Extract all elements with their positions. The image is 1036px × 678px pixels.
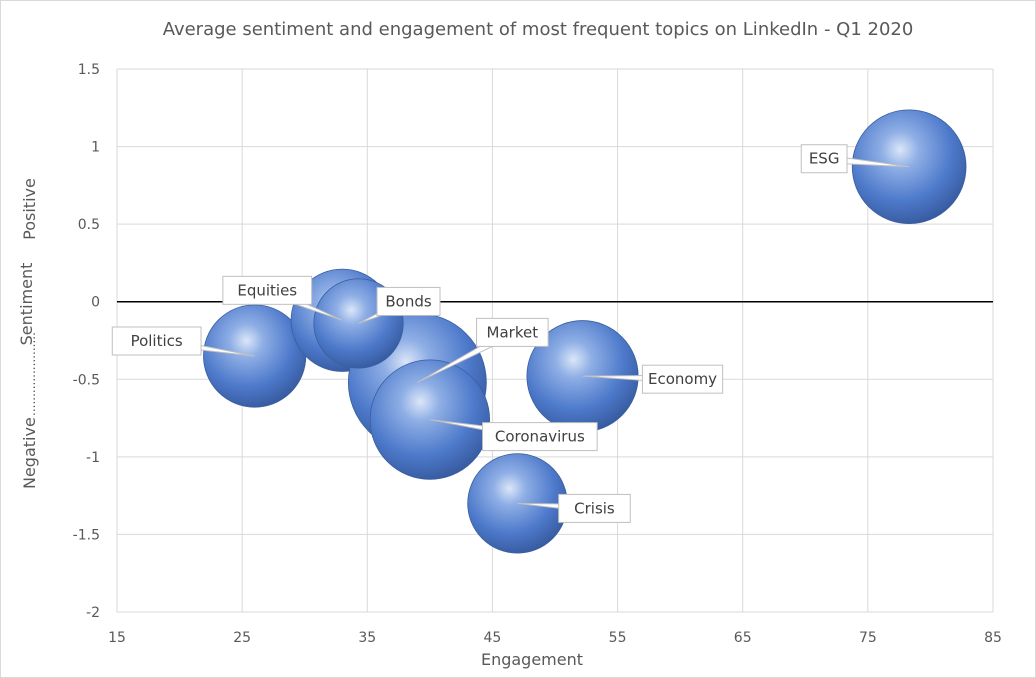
callout-politics: Politics [111,326,255,357]
y-axis-title: Sentiment [17,263,36,346]
callout-coronavirus: Coronavirus [429,419,598,452]
data-label: Crisis [574,499,615,517]
x-tick-label: 15 [108,630,126,646]
y-axis-label-negative: Negative [20,417,39,489]
callout-box [558,493,631,523]
y-tick-label: -1 [86,450,100,466]
data-label: Economy [648,370,717,388]
callout-crisis: Crisis [517,493,631,523]
data-labels: Equities Bonds Politics Market Coronavirus Ec… [111,144,910,523]
y-tick-label: 0.5 [78,217,100,233]
x-axis-label: Engagement [481,650,583,669]
data-label: Coronavirus [495,428,585,446]
callout-bonds: Bonds [358,286,441,324]
callout-box [641,364,724,394]
callout-box [800,144,848,174]
y-tick-label: 1 [91,140,100,156]
chart-title: Average sentiment and engagement of most… [163,19,914,40]
x-tick-label: 85 [984,630,1002,646]
data-label: Equities [237,281,297,299]
x-tick-label: 65 [734,630,752,646]
y-axis-title-text: Sentiment [17,263,36,346]
y-tick-label: -1.5 [73,527,100,543]
callout-esg: ESG [800,144,910,174]
callout-market: Market [417,317,549,383]
y-axis-label-positive: Positive [20,178,39,240]
y-tick-label: 0 [91,295,100,311]
callout-equities: Equities [222,275,343,321]
bubbles [203,109,967,554]
data-label: ESG [809,150,840,168]
y-tick-label: -2 [86,605,100,621]
x-tick-label: 45 [484,630,502,646]
x-tick-label: 35 [358,630,376,646]
tick-labels: 15 25 35 45 55 65 75 85 1.5 1 0.5 0 -0.5 -1 -1.5 -2 [73,62,1002,646]
x-tick-label: 25 [233,630,251,646]
callout-box [222,275,313,305]
y-axis-label: Negative ...................... Positive [20,178,39,489]
callout-box [376,286,441,316]
callout-box [482,422,598,452]
callout-box [476,317,549,347]
x-tick-label: 55 [609,630,627,646]
callout-economy: Economy [582,364,724,394]
callout-box [111,326,202,356]
data-label: Bonds [385,292,431,310]
x-tick-label: 75 [859,630,877,646]
data-label: Market [487,323,539,341]
y-tick-label: -0.5 [73,372,100,388]
y-tick-label: 1.5 [78,62,100,78]
data-label: Politics [131,332,183,350]
y-axis-label-dots: ...................... [24,332,38,416]
